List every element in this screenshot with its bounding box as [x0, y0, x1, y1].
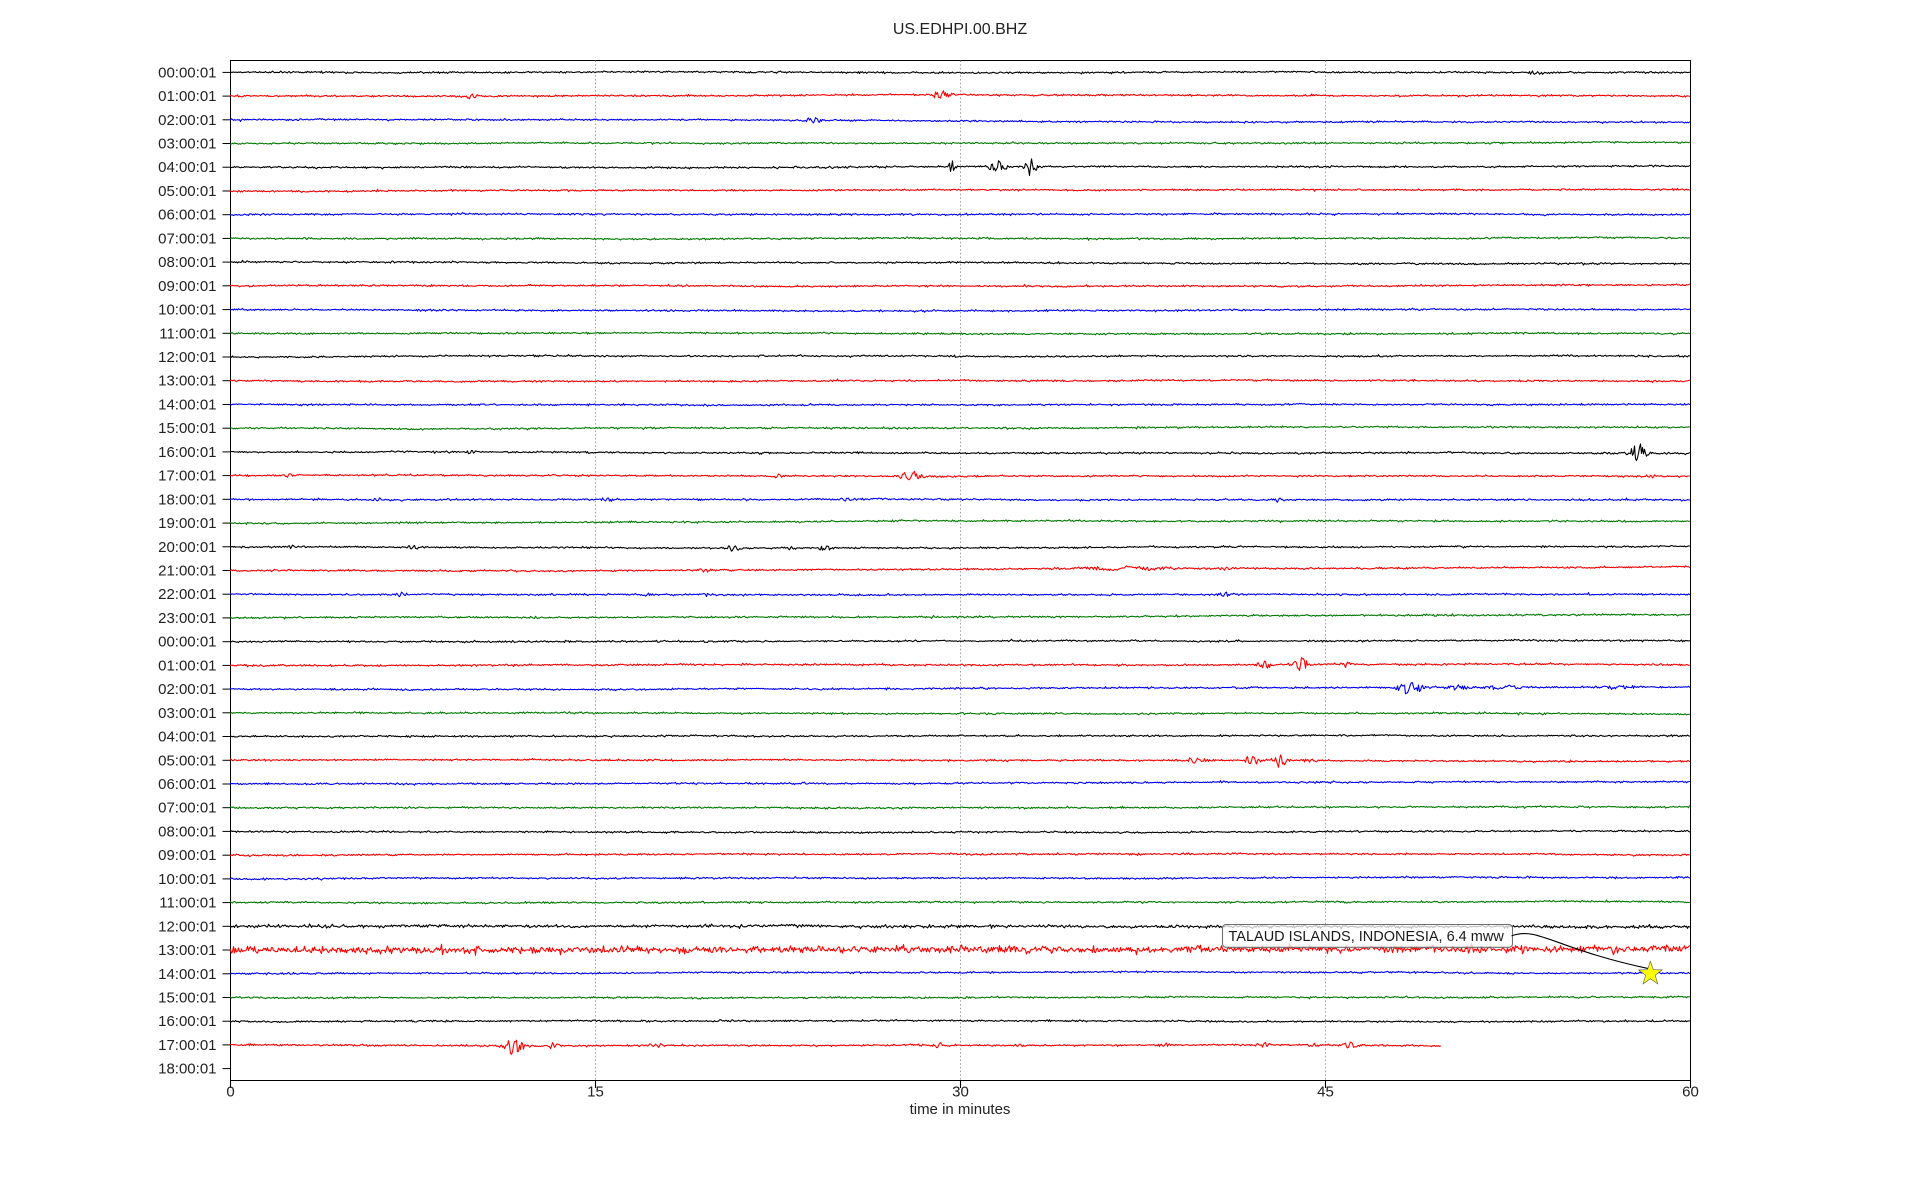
svg-text:12:00:01: 12:00:01 [158, 918, 216, 935]
svg-text:23:00:01: 23:00:01 [158, 610, 216, 627]
svg-text:13:00:01: 13:00:01 [158, 373, 216, 390]
svg-text:02:00:01: 02:00:01 [158, 112, 216, 129]
svg-text:02:00:01: 02:00:01 [158, 681, 216, 698]
svg-text:16:00:01: 16:00:01 [158, 444, 216, 461]
svg-text:18:00:01: 18:00:01 [158, 1061, 216, 1078]
svg-text:11:00:01: 11:00:01 [159, 895, 216, 912]
svg-text:14:00:01: 14:00:01 [158, 397, 216, 414]
svg-text:09:00:01: 09:00:01 [158, 278, 216, 295]
svg-text:15:00:01: 15:00:01 [158, 990, 216, 1007]
svg-text:18:00:01: 18:00:01 [158, 491, 216, 508]
svg-text:16:00:01: 16:00:01 [158, 1013, 216, 1030]
svg-text:0: 0 [226, 1084, 234, 1101]
svg-text:15: 15 [587, 1084, 604, 1101]
svg-text:03:00:01: 03:00:01 [158, 136, 216, 153]
svg-text:22:00:01: 22:00:01 [158, 586, 216, 603]
svg-text:01:00:01: 01:00:01 [158, 88, 216, 105]
svg-text:00:00:01: 00:00:01 [158, 64, 216, 81]
svg-text:08:00:01: 08:00:01 [158, 823, 216, 840]
svg-text:04:00:01: 04:00:01 [158, 729, 216, 746]
svg-text:60: 60 [1682, 1084, 1699, 1101]
svg-text:10:00:01: 10:00:01 [158, 871, 216, 888]
svg-text:15:00:01: 15:00:01 [158, 420, 216, 437]
svg-text:13:00:01: 13:00:01 [158, 942, 216, 959]
svg-text:01:00:01: 01:00:01 [158, 657, 216, 674]
svg-text:05:00:01: 05:00:01 [158, 183, 216, 200]
svg-text:19:00:01: 19:00:01 [158, 515, 216, 532]
svg-text:17:00:01: 17:00:01 [158, 468, 216, 485]
svg-text:11:00:01: 11:00:01 [159, 325, 216, 342]
svg-text:06:00:01: 06:00:01 [158, 776, 216, 793]
svg-text:05:00:01: 05:00:01 [158, 752, 216, 769]
svg-text:04:00:01: 04:00:01 [158, 159, 216, 176]
svg-text:00:00:01: 00:00:01 [158, 634, 216, 651]
svg-text:20:00:01: 20:00:01 [158, 539, 216, 556]
svg-text:08:00:01: 08:00:01 [158, 254, 216, 271]
svg-text:21:00:01: 21:00:01 [158, 563, 216, 580]
svg-text:07:00:01: 07:00:01 [158, 230, 216, 247]
svg-text:TALAUD ISLANDS, INDONESIA, 6.4: TALAUD ISLANDS, INDONESIA, 6.4 mww [1229, 929, 1505, 945]
svg-text:17:00:01: 17:00:01 [158, 1037, 216, 1054]
svg-text:09:00:01: 09:00:01 [158, 847, 216, 864]
svg-text:03:00:01: 03:00:01 [158, 705, 216, 722]
svg-text:06:00:01: 06:00:01 [158, 207, 216, 224]
svg-text:12:00:01: 12:00:01 [158, 349, 216, 366]
svg-text:14:00:01: 14:00:01 [158, 966, 216, 983]
svg-text:10:00:01: 10:00:01 [158, 302, 216, 319]
svg-text:30: 30 [952, 1084, 969, 1101]
svg-text:45: 45 [1317, 1084, 1334, 1101]
svg-text:07:00:01: 07:00:01 [158, 800, 216, 817]
